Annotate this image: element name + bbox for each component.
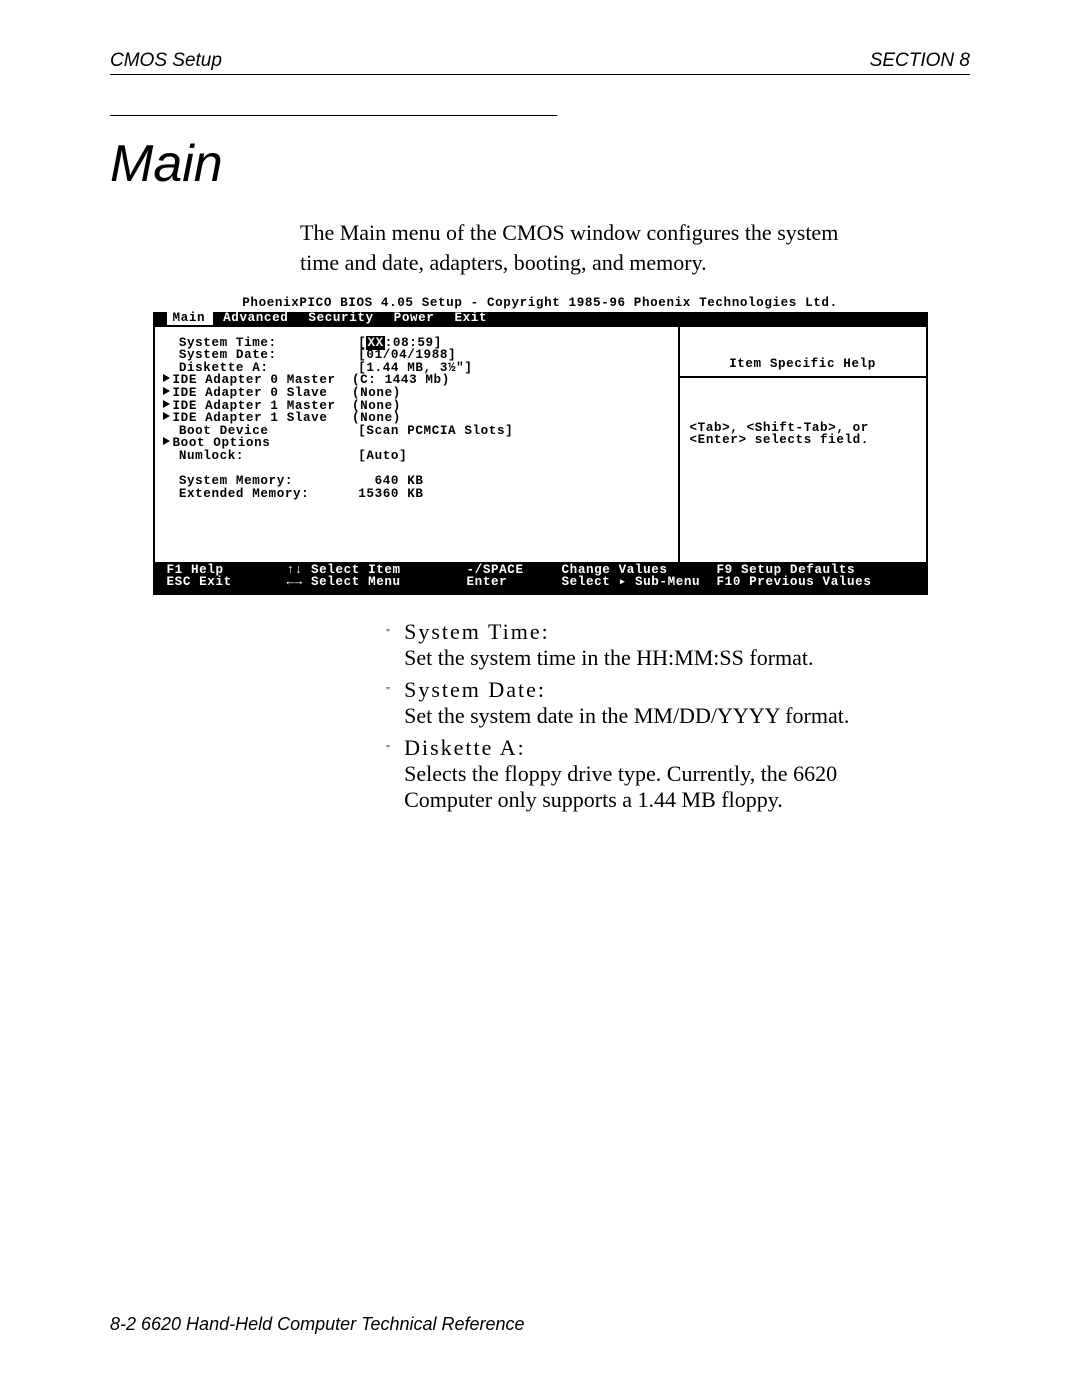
bios-menu-advanced: Advanced (213, 312, 298, 325)
bios-help-title: Item Specific Help (680, 352, 926, 379)
bios-main-panel: System Time: [XX:08:59] System Date: [01… (155, 327, 678, 562)
bullet-desc: Set the system date in the MM/DD/YYYY fo… (404, 703, 849, 729)
page-footer: 8-2 6620 Hand-Held Computer Technical Re… (110, 1314, 525, 1335)
bios-footer-cell: Enter (467, 576, 562, 589)
bios-footer-cell: F10 Previous Values (717, 576, 914, 589)
bullet-item: " System Time:Set the system time in the … (386, 619, 926, 671)
bios-help-panel: Item Specific Help <Tab>, <Shift-Tab>, o… (678, 327, 926, 562)
header-right: SECTION 8 (870, 50, 970, 72)
bios-menu-bar: MainAdvancedSecurityPowerExit (153, 312, 928, 327)
bios-footer: F1 Help↑↓ Select Item-/SPACEChange Value… (153, 562, 928, 593)
bios-footer-cell: ←→ Select Menu (287, 576, 467, 589)
bullet-marker: " (386, 735, 390, 813)
bios-help-body: <Tab>, <Shift-Tab>, or <Enter> selects f… (680, 404, 926, 465)
intro-text: The Main menu of the CMOS window configu… (300, 218, 880, 277)
bios-footer-cell: ESC Exit (167, 576, 287, 589)
bullet-term: System Time: (404, 619, 550, 644)
bullet-desc: Selects the floppy drive type. Currently… (404, 761, 926, 813)
bios-footer-cell: Select ▸ Sub-Menu (562, 576, 717, 589)
bullet-item: " System Date:Set the system date in the … (386, 677, 926, 729)
bios-menu-power: Power (384, 312, 445, 325)
bios-title-bar: PhoenixPICO BIOS 4.05 Setup - Copyright … (153, 295, 928, 312)
bios-menu-main: Main (167, 312, 214, 325)
bios-menu-exit: Exit (444, 312, 497, 325)
bullet-term: System Date: (404, 677, 546, 702)
bullet-marker: " (386, 677, 390, 729)
bios-screenshot: PhoenixPICO BIOS 4.05 Setup - Copyright … (153, 295, 928, 594)
bullet-body: Diskette A:Selects the floppy drive type… (404, 735, 926, 813)
header-left: CMOS Setup (110, 50, 222, 72)
bullet-body: System Date:Set the system date in the M… (404, 677, 849, 729)
bullet-list: " System Time:Set the system time in the … (386, 619, 926, 813)
bullet-item: "Diskette A:Selects the floppy drive typ… (386, 735, 926, 813)
section-rule (110, 115, 557, 116)
bullet-desc: Set the system time in the HH:MM:SS form… (404, 645, 813, 671)
page-title: Main (110, 134, 970, 194)
bullet-marker: " (386, 619, 390, 671)
bios-menu-security: Security (298, 312, 383, 325)
bullet-term: Diskette A: (404, 735, 526, 760)
bullet-body: System Time:Set the system time in the H… (404, 619, 813, 671)
